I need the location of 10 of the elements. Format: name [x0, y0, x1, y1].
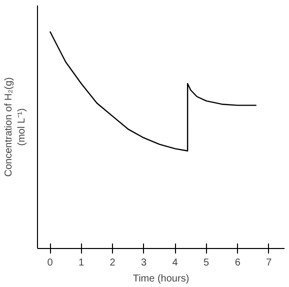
x-tick-label: 1 — [78, 258, 84, 268]
x-tick-label: 5 — [204, 258, 210, 268]
x-tick-label: 6 — [234, 258, 241, 268]
y-axis-title: Concentration of H₂(g) (mol L⁻¹) — [3, 77, 28, 177]
x-tick-label: 2 — [110, 258, 116, 268]
x-tick-label: 0 — [47, 258, 54, 268]
x-axis-title: Time (hours) — [132, 274, 190, 284]
x-tick-label: 7 — [266, 258, 272, 268]
x-tick-label: 3 — [141, 258, 148, 268]
x-tick-label: 4 — [172, 258, 178, 268]
